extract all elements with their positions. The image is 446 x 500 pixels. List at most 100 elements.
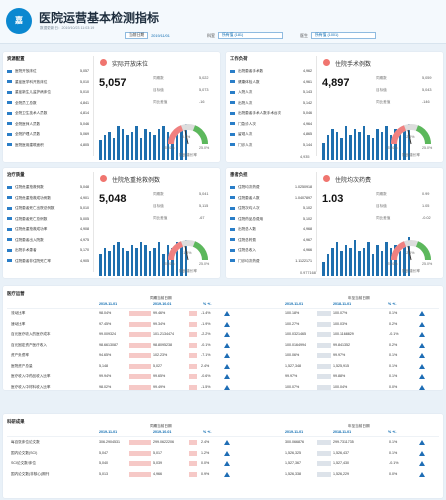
divider [316, 56, 317, 156]
trend-up-icon [224, 363, 230, 369]
list-item[interactable]: 健康体检人数 4,961 [230, 79, 312, 85]
list-item[interactable]: 住院患者出入院数 4,975 [7, 237, 89, 243]
bar [353, 129, 356, 160]
row-value: 1.0407897 [295, 195, 312, 200]
list-item[interactable]: 出院总人数 4,968 [230, 226, 312, 232]
row-label: 住院患者死亡出院总例数 [15, 206, 55, 210]
row-label: 全院卫生技术人员数 [15, 111, 48, 115]
bar [139, 242, 142, 276]
table-row[interactable]: SCI论文数/床位 5,040 5,039 0.0% 1,527,367 1,527,43… [3, 461, 443, 472]
bar [335, 242, 338, 276]
ytd-current: 100.06% [285, 353, 300, 357]
list-item[interactable]: 住院危重抢救例数 5,048 [7, 184, 89, 190]
list-item[interactable]: 住院总药费 4,967 [230, 237, 312, 243]
dept-select[interactable]: 所有值 (181) [218, 32, 283, 39]
date-filter[interactable]: 当前日期 2019/11/01 [125, 32, 170, 39]
list-item[interactable]: 全院护理人员数 5,069 [7, 131, 89, 137]
list-item[interactable]: 住院总收入 4,966 [230, 247, 312, 253]
list-item[interactable]: 住院患者死亡总例数 5,005 [7, 216, 89, 222]
divider [316, 172, 317, 272]
ytd-current: 300.066876 [285, 440, 304, 444]
row-icon [7, 90, 12, 94]
list-item[interactable]: 入院人次 5,143 [230, 89, 312, 95]
bar [180, 245, 183, 276]
list-item[interactable]: 全院员工总数 4,841 [7, 100, 89, 106]
dept-filter[interactable]: 科室 所有值 (181) [207, 32, 283, 39]
ytd-change: 0.0% [389, 471, 398, 476]
bar [130, 132, 133, 160]
bar [184, 123, 187, 160]
table-row[interactable]: 流动比率 98.04% 99.46% -1.4% 100.18% 100.07% 0.1% [3, 311, 443, 322]
list-item[interactable]: 出院人次 5,142 [230, 100, 312, 106]
row-label: 重症医学科开放床位 [15, 79, 48, 84]
bar [362, 248, 365, 276]
label: 同期数 [376, 192, 387, 196]
compare-value: 102.23% [153, 353, 168, 357]
list-item[interactable]: 重症医学科开放床位 5,010 [7, 79, 89, 85]
row-value: 4,865 [303, 132, 312, 136]
row-label: 医疗收入中材料收入比率 [11, 384, 51, 389]
list-item[interactable]: 门诊均次药费 1.1122171 [230, 258, 312, 264]
list-item[interactable]: 出院患者手术人数手术台次 5,046 [230, 110, 312, 116]
row-value: 4,962 [303, 69, 312, 73]
list-item[interactable]: 出院患者手术数 4,962 [230, 68, 312, 74]
gauge-label: 同比增长率 [179, 269, 197, 273]
row-label: 全院员工总数 [15, 100, 37, 105]
label: 同期数 [153, 192, 164, 196]
bar [126, 134, 129, 160]
list-item[interactable]: 门急诊人次 4,964 [230, 121, 312, 127]
list-item[interactable]: 住院患者非住院死亡率 4,905 [7, 258, 89, 264]
ward-filter[interactable]: 医生 所有值 (1001) [300, 32, 376, 39]
metric-dot [323, 59, 330, 66]
date-value[interactable]: 2019/11/01 [151, 33, 170, 38]
list-item[interactable]: 住院药品总费用 5,102 [230, 216, 312, 222]
row-value: 4,901 [80, 195, 89, 200]
research-panel: 科研成果 同期当前日期 年至当前日期 2019-11-01 2019-10-01 % +/… [3, 414, 443, 498]
list-item[interactable]: 门诊人次 5,144 [230, 142, 312, 148]
bar [99, 253, 102, 276]
ytd-current: 100.0321465 [285, 332, 306, 336]
ward-select[interactable]: 所有值 (1001) [311, 32, 376, 39]
table-row[interactable]: 速动比率 97.45% 99.34% -1.9% 100.27% 100.03% 0.2% [3, 321, 443, 333]
ops-panel: 医疗运营 同期当前日期 年至当前日期 2019-11-01 2019-10-01 % +/… [3, 286, 443, 390]
list-item[interactable]: 医院医用建筑面积 4,805 [7, 142, 89, 148]
bar-fill [189, 363, 197, 369]
bar-chart [322, 236, 410, 276]
trend-up-icon [224, 440, 230, 445]
bar-fill [189, 471, 197, 477]
list-item[interactable]: 全院医师人员数 5,046 [7, 121, 89, 127]
list-item[interactable]: 住院均次药费 1.0250918 [230, 184, 312, 190]
table-row[interactable]: 资产负债率 94.65% 102.23% -7.1% 100.06% 99.97% 0.1% [3, 353, 443, 364]
list-item[interactable]: 住院危重抢救成功率 4,908 [7, 226, 89, 232]
table-row[interactable]: 医疗收入中药品收入比率 99.94% 99.65% -0.6% 99.97% 99.88%… [3, 374, 443, 385]
trend-up-icon [224, 461, 230, 466]
list-item[interactable]: 出院手术患者 5,170 [7, 247, 89, 253]
list-item[interactable]: 住院患者死亡出院总例数 5,010 [7, 205, 89, 211]
table-row[interactable]: 百元固定资产医疗收入 98.6613087 98.8095238 -0.1% 100.0… [3, 342, 443, 354]
gauge-value: -2.5% [405, 251, 415, 255]
bar [340, 137, 343, 160]
table-row[interactable]: 百元医疗收入的医疗成本 99.009324 101.2134474 -2.2% 100.… [3, 332, 443, 343]
bar-fill [189, 450, 197, 456]
bar [103, 134, 106, 160]
bar [166, 132, 169, 160]
list-item[interactable]: 重症新生儿监护病床位 5,010 [7, 89, 89, 95]
metric-dot [323, 175, 330, 182]
list-item[interactable]: 留观人次 4,865 [230, 131, 312, 137]
ytd-compare: 299.7311735 [333, 440, 354, 444]
list-item[interactable]: 全院卫生技术人员数 4,814 [7, 110, 89, 116]
row-value: 1.1122171 [295, 258, 312, 263]
table-row[interactable]: 国内论文数(非核心)期刊 5,013 4,966 0.9% 1,526,338 1,526… [3, 471, 443, 483]
table-row[interactable]: 国内论文数(SCI) 5,047 5,017 1.2% 1,526,325 1,526,4… [3, 450, 443, 462]
table-row[interactable]: 医院资产总量 5,148 5,027 2.4% 1,527,348 1,525,915 0.… [3, 363, 443, 375]
table-row[interactable]: 医疗收入中材料收入比率 98.02% 99.49% -1.5% 100.07% 100.0… [3, 384, 443, 396]
list-item[interactable]: 医院开放床位 5,057 [7, 68, 89, 74]
gauge-max: 25.0% [199, 146, 210, 150]
row-label: 住院患者人数 [238, 195, 260, 200]
list-item[interactable]: 住院次均人次 5,102 [230, 205, 312, 211]
current-value: 94.65% [99, 353, 112, 357]
table-row[interactable]: 每百张床位论文数 306.2904531 299.0622206 2.4% 300.06… [3, 440, 443, 451]
list-item[interactable]: 住院危重抢救成功例数 4,901 [7, 195, 89, 201]
list-item[interactable]: 住院患者人数 1.0407897 [230, 195, 312, 201]
bar-fill [129, 353, 151, 358]
